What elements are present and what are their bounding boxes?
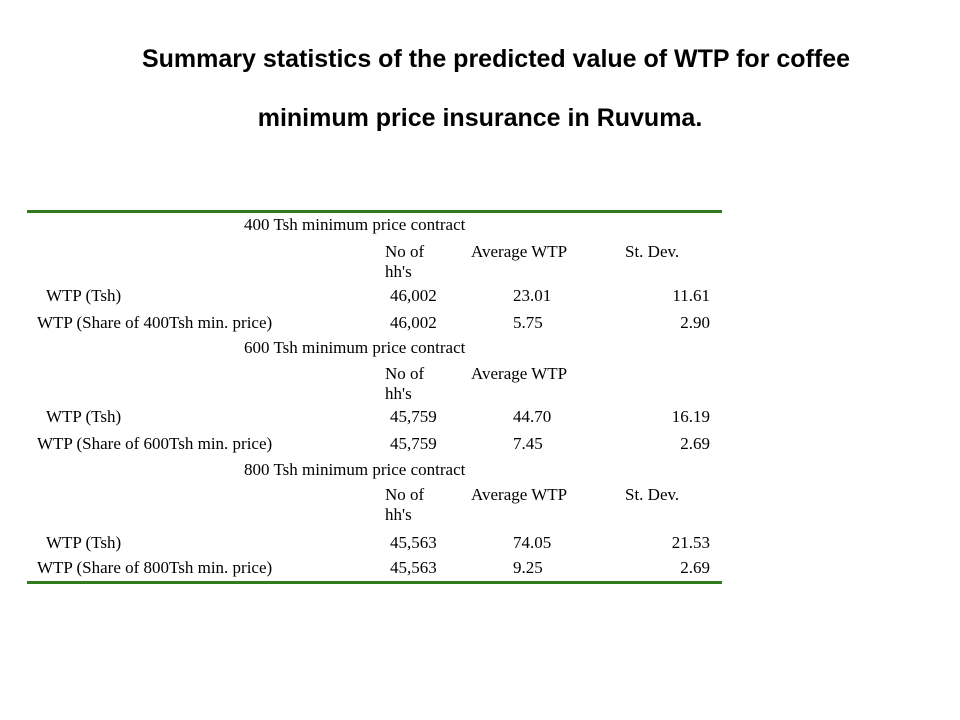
header-no-of-hh-600: No of [385, 364, 425, 383]
header-st-dev-800: St. Dev. [625, 485, 680, 504]
section-title-600: 600 Tsh minimum price contract [244, 338, 466, 357]
cell-average-wtp: 7.45 [513, 434, 543, 453]
slide-title-line-1: Summary statistics of the predicted valu… [141, 45, 851, 73]
section-title-800: 800 Tsh minimum price contract [244, 460, 466, 479]
cell-hh-count: 45,759 [390, 407, 437, 426]
header-average-wtp-600: Average WTP [471, 364, 568, 383]
row-label-wtp-share-600: WTP (Share of 600Tsh min. price) [37, 434, 273, 453]
cell-average-wtp: 5.75 [513, 313, 543, 332]
row-label-wtp-share-800: WTP (Share of 800Tsh min. price) [37, 558, 273, 577]
header-st-dev-400: St. Dev. [625, 242, 680, 261]
cell-average-wtp: 9.25 [513, 558, 543, 577]
row-label-wtp-tsh-800: WTP (Tsh) [46, 533, 122, 552]
slide-title-line-2: minimum price insurance in Ruvuma. [257, 104, 703, 132]
cell-st-dev: 21.53 [671, 533, 710, 552]
section-title-400: 400 Tsh minimum price contract [244, 215, 466, 234]
header-no-of-hh-400: No of [385, 242, 425, 261]
cell-hh-count: 46,002 [390, 313, 437, 332]
cell-average-wtp: 44.70 [513, 407, 552, 426]
table-top-rule [27, 210, 722, 213]
cell-st-dev: 2.69 [680, 558, 710, 577]
cell-st-dev: 2.90 [680, 313, 710, 332]
header-average-wtp-400: Average WTP [471, 242, 568, 261]
cell-hh-count: 45,563 [390, 533, 437, 552]
header-hhs-800: hh's [385, 505, 412, 524]
header-no-of-hh-800: No of [385, 485, 425, 504]
cell-st-dev: 2.69 [680, 434, 710, 453]
cell-hh-count: 45,759 [390, 434, 437, 453]
cell-average-wtp: 74.05 [513, 533, 552, 552]
cell-hh-count: 46,002 [390, 286, 437, 305]
cell-average-wtp: 23.01 [513, 286, 552, 305]
header-average-wtp-800: Average WTP [471, 485, 568, 504]
row-label-wtp-tsh-600: WTP (Tsh) [46, 407, 122, 426]
row-label-wtp-share-400: WTP (Share of 400Tsh min. price) [37, 313, 273, 332]
row-label-wtp-tsh-400: WTP (Tsh) [46, 286, 122, 305]
cell-st-dev: 11.61 [672, 286, 710, 305]
table-bottom-rule [27, 581, 722, 584]
cell-hh-count: 45,563 [390, 558, 437, 577]
cell-st-dev: 16.19 [671, 407, 710, 426]
header-hhs-600: hh's [385, 384, 412, 403]
header-hhs-400: hh's [385, 262, 412, 281]
